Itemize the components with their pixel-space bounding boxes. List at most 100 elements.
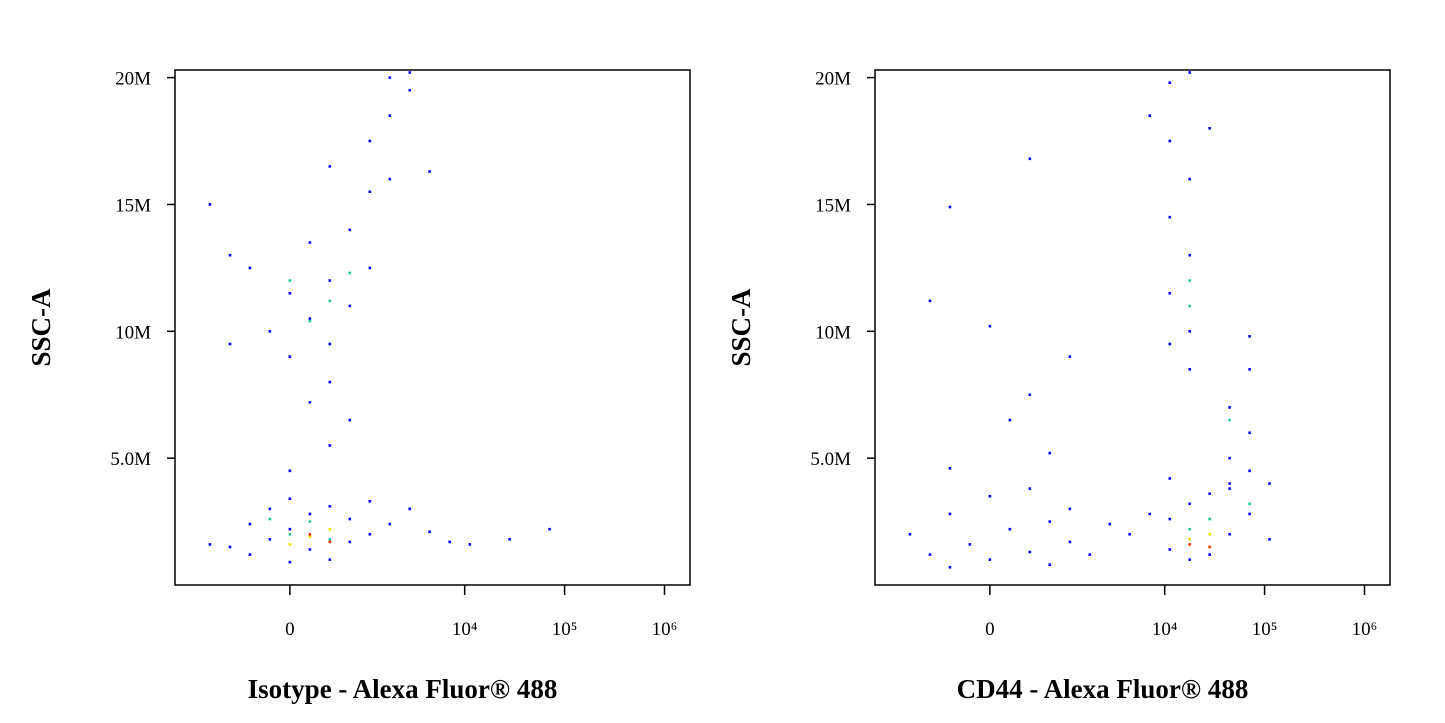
- event-point: [1188, 304, 1191, 308]
- event-point: [308, 520, 312, 523]
- event-point: [1068, 507, 1072, 511]
- x-tick-label: 10⁶: [1352, 619, 1378, 640]
- event-point: [1168, 477, 1172, 480]
- x-tick-label: 10⁴: [1152, 619, 1178, 640]
- event-point: [1228, 456, 1231, 460]
- event-point: [408, 71, 412, 74]
- event-point: [368, 499, 372, 503]
- event-point: [1168, 342, 1172, 346]
- event-point: [1208, 553, 1211, 556]
- event-point: [268, 507, 272, 511]
- event-point: [988, 558, 992, 561]
- event-point: [288, 560, 292, 564]
- event-point: [288, 543, 292, 546]
- event-point: [208, 543, 212, 546]
- event-point: [1248, 469, 1251, 473]
- event-point: [308, 535, 312, 539]
- event-point: [328, 527, 332, 531]
- event-point: [328, 444, 332, 447]
- event-point: [1048, 520, 1052, 523]
- event-point: [1168, 291, 1172, 295]
- event-point: [368, 190, 372, 194]
- event-point: [228, 342, 232, 346]
- event-point: [1228, 482, 1231, 485]
- event-point: [328, 538, 332, 541]
- event-point: [328, 558, 332, 561]
- event-point: [1248, 335, 1251, 338]
- event-point: [988, 494, 992, 498]
- event-point: [408, 88, 412, 92]
- event-point: [1188, 253, 1191, 257]
- event-point: [288, 355, 292, 358]
- event-point: [1188, 527, 1191, 531]
- event-point: [1208, 517, 1211, 521]
- event-point: [288, 469, 292, 473]
- event-point: [348, 228, 352, 232]
- event-point: [1208, 532, 1211, 536]
- event-point: [908, 532, 912, 536]
- event-point: [1168, 517, 1172, 521]
- event-point: [388, 177, 392, 181]
- event-point: [948, 467, 952, 470]
- x-tick-label: 0: [985, 619, 995, 640]
- event-point: [988, 324, 992, 328]
- x-tick-label: 10⁴: [452, 619, 478, 640]
- y-tick-label: 10M: [115, 322, 151, 343]
- event-point: [388, 114, 392, 117]
- event-point: [308, 401, 312, 404]
- event-point: [1168, 548, 1172, 551]
- panel: 5.0M 10M 15M 20M 0 10⁴ 10⁵ 10⁶ CD44 - Alexa Fluo…: [726, 69, 1391, 704]
- event-point: [268, 517, 272, 521]
- event-point: [288, 532, 292, 536]
- event-point: [348, 517, 352, 521]
- event-point: [1248, 368, 1251, 371]
- event-point: [328, 342, 332, 346]
- event-point: [1228, 487, 1231, 490]
- event-point: [1028, 550, 1032, 554]
- event-point: [248, 553, 252, 556]
- event-point: [1028, 487, 1032, 490]
- event-point: [1008, 418, 1012, 422]
- event-point: [548, 527, 551, 531]
- event-point: [1188, 502, 1191, 506]
- y-tick-label: 15M: [115, 195, 151, 216]
- event-point: [1268, 482, 1271, 485]
- event-point: [248, 266, 252, 270]
- x-axis-label: CD44 - Alexa Fluor® 488: [957, 674, 1249, 704]
- event-point: [1188, 368, 1191, 371]
- event-point: [1068, 355, 1072, 358]
- x-tick-label: 10⁵: [552, 619, 578, 640]
- event-point: [1088, 553, 1092, 556]
- event-point: [1188, 538, 1191, 541]
- event-point: [288, 527, 292, 531]
- event-point: [1048, 451, 1052, 455]
- event-point: [1248, 512, 1251, 516]
- event-point: [288, 279, 292, 282]
- x-tick-label: 0: [285, 619, 295, 640]
- event-point: [1168, 139, 1172, 143]
- event-point: [1248, 502, 1251, 506]
- event-point: [1248, 431, 1251, 435]
- event-point: [368, 266, 372, 270]
- event-point: [928, 553, 932, 556]
- event-point: [948, 205, 952, 209]
- event-point: [328, 165, 332, 168]
- event-point: [1028, 393, 1032, 397]
- event-point: [1148, 114, 1152, 117]
- event-point: [288, 497, 292, 501]
- event-point: [1108, 522, 1112, 526]
- event-point: [348, 418, 352, 422]
- event-point: [408, 507, 412, 511]
- event-point: [1268, 538, 1271, 541]
- event-point: [268, 538, 272, 541]
- event-point: [328, 540, 332, 544]
- event-point: [1188, 71, 1191, 74]
- y-axis-label: SSC-A: [26, 288, 56, 367]
- event-point: [948, 565, 952, 569]
- event-point: [368, 532, 372, 536]
- event-point: [428, 530, 431, 534]
- event-point: [288, 291, 292, 295]
- event-point: [948, 512, 952, 516]
- event-point: [1188, 558, 1191, 561]
- event-point: [348, 271, 352, 275]
